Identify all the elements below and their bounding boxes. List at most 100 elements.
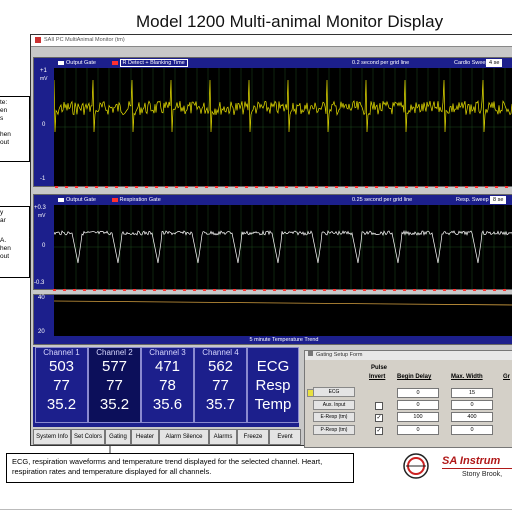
ecg-legend-output-gate: Output Gate bbox=[66, 60, 96, 66]
gate-marker bbox=[483, 289, 486, 291]
e-resp-begin-delay-input[interactable]: 100 bbox=[397, 412, 439, 422]
gating-ecg-button[interactable]: ECG bbox=[313, 387, 355, 397]
resp-scale-top: +0.3 bbox=[34, 205, 46, 211]
gate-marker bbox=[473, 289, 476, 291]
ecg-scale: +1 mV 0 -1 bbox=[34, 68, 54, 186]
p-resp-invert-checkbox[interactable]: ✓ bbox=[375, 427, 383, 435]
alarm-silence-button[interactable]: Alarm Silence bbox=[159, 429, 209, 445]
gate-marker bbox=[505, 186, 508, 188]
system-info-button[interactable]: System Info bbox=[33, 429, 71, 445]
gating-button[interactable]: Gating bbox=[105, 429, 131, 445]
resp-panel-header: Output Gate Respiration Gate 0.25 second… bbox=[34, 195, 512, 205]
gate-marker bbox=[443, 289, 446, 291]
gate-marker bbox=[485, 186, 488, 188]
units-spacer bbox=[248, 348, 298, 357]
gate-marker bbox=[315, 186, 318, 188]
gate-marker bbox=[303, 289, 306, 291]
gate-marker bbox=[103, 289, 106, 291]
brand-location: Stony Brook, bbox=[462, 471, 503, 478]
callout-line: y bbox=[0, 209, 4, 216]
gate-marker bbox=[285, 186, 288, 188]
gate-marker bbox=[183, 289, 186, 291]
gate-marker bbox=[405, 186, 408, 188]
resp-sweep-select[interactable]: 8 se bbox=[490, 196, 507, 204]
set-colors-button[interactable]: Set Colors bbox=[71, 429, 105, 445]
resp-panel: Output Gate Respiration Gate 0.25 second… bbox=[33, 194, 512, 290]
aux-max-width-input[interactable]: 0 bbox=[451, 400, 493, 410]
gate-marker bbox=[293, 289, 296, 291]
temp-value: 35.2 bbox=[99, 396, 130, 413]
slide-title: Model 1200 Multi-animal Monitor Display bbox=[136, 12, 444, 31]
e-resp-max-width-input[interactable]: 400 bbox=[451, 412, 493, 422]
channel-1[interactable]: Channel 1 503 77 35.2 bbox=[35, 347, 88, 423]
ecg-sweep-select[interactable]: 4 se bbox=[486, 59, 503, 67]
gate-marker bbox=[215, 186, 218, 188]
alarms-button[interactable]: Alarms bbox=[209, 429, 237, 445]
ecg-waveform bbox=[54, 68, 512, 186]
callout-line: te: bbox=[0, 99, 8, 106]
callout-line: s bbox=[0, 115, 4, 122]
gate-marker bbox=[403, 289, 406, 291]
temp-scale-bottom: 20 bbox=[38, 329, 45, 335]
gate-marker bbox=[155, 186, 158, 188]
freeze-button[interactable]: Freeze bbox=[237, 429, 269, 445]
col-begin-delay: Begin Delay bbox=[397, 374, 432, 380]
gate-marker bbox=[85, 186, 88, 188]
temp-scale: 40 20 bbox=[34, 295, 54, 344]
channel-3[interactable]: Channel 3 471 78 35.6 bbox=[141, 347, 194, 423]
channel-label: Channel 2 bbox=[96, 348, 133, 357]
gate-marker bbox=[195, 186, 198, 188]
gate-marker bbox=[305, 186, 308, 188]
aux-begin-delay-input[interactable]: 0 bbox=[397, 400, 439, 410]
gate-marker bbox=[383, 289, 386, 291]
gate-marker bbox=[393, 289, 396, 291]
gating-p-resp-button[interactable]: P-Resp (tm) bbox=[313, 425, 355, 435]
gate-marker bbox=[255, 186, 258, 188]
gate-marker bbox=[113, 289, 116, 291]
gate-marker bbox=[495, 186, 498, 188]
resp-gridline-label: 0.25 second per grid line bbox=[352, 197, 413, 203]
callout-top: te: en s hen out bbox=[0, 96, 30, 162]
gating-form-titlebar: Gating Setup Form bbox=[305, 351, 512, 360]
ecg-panel-header: Output Gate R Detect + Blanking Time 0.2… bbox=[34, 58, 512, 68]
resp-legend-respiration-gate: Respiration Gate bbox=[119, 197, 161, 203]
gate-marker bbox=[175, 186, 178, 188]
legend-swatch bbox=[58, 60, 64, 65]
gate-marker bbox=[193, 289, 196, 291]
temp-value: 35.6 bbox=[152, 396, 183, 413]
temp-trend-caption: 5 minute Temperature Trend bbox=[54, 336, 512, 344]
ecg-begin-delay-input[interactable]: 0 bbox=[397, 388, 439, 398]
gate-marker bbox=[445, 186, 448, 188]
p-resp-max-width-input[interactable]: 0 bbox=[451, 425, 493, 435]
aux-invert-checkbox[interactable] bbox=[375, 402, 383, 410]
gating-aux-input-button[interactable]: Aux. Input bbox=[313, 400, 355, 410]
gate-marker bbox=[503, 289, 506, 291]
heater-button[interactable]: Heater bbox=[131, 429, 159, 445]
event-button[interactable]: Event bbox=[269, 429, 301, 445]
gating-form-title: Gating Setup Form bbox=[316, 352, 363, 358]
gate-marker bbox=[65, 186, 68, 188]
ecg-legend-r-detect: R Detect + Blanking Time bbox=[119, 59, 188, 67]
callout-line: hen bbox=[0, 245, 11, 252]
company-logo-icon bbox=[403, 453, 429, 479]
gate-marker bbox=[163, 289, 166, 291]
gate-marker bbox=[493, 289, 496, 291]
channel-2[interactable]: Channel 2 577 77 35.2 bbox=[88, 347, 141, 423]
window-titlebar: SAII PC MultiAnimal Monitor (tm) bbox=[31, 35, 512, 47]
resp-rate-value: 78 bbox=[159, 377, 176, 394]
brand-underline bbox=[442, 468, 512, 469]
temp-value: 35.2 bbox=[46, 396, 77, 413]
gating-e-resp-button[interactable]: E-Resp (tm) bbox=[313, 412, 355, 422]
gate-marker bbox=[325, 186, 328, 188]
e-resp-invert-checkbox[interactable]: ✓ bbox=[375, 414, 383, 422]
gate-marker bbox=[275, 186, 278, 188]
resp-scale-mid: 0 bbox=[42, 243, 46, 249]
ecg-max-width-input[interactable]: 15 bbox=[451, 388, 493, 398]
channel-4[interactable]: Channel 4 562 77 35.7 bbox=[194, 347, 247, 423]
p-resp-begin-delay-input[interactable]: 0 bbox=[397, 425, 439, 435]
col-invert: Invert bbox=[369, 374, 386, 380]
gate-marker bbox=[313, 289, 316, 291]
resp-rate-value: 77 bbox=[106, 377, 123, 394]
gate-marker bbox=[365, 186, 368, 188]
callout-line: en bbox=[0, 107, 8, 114]
